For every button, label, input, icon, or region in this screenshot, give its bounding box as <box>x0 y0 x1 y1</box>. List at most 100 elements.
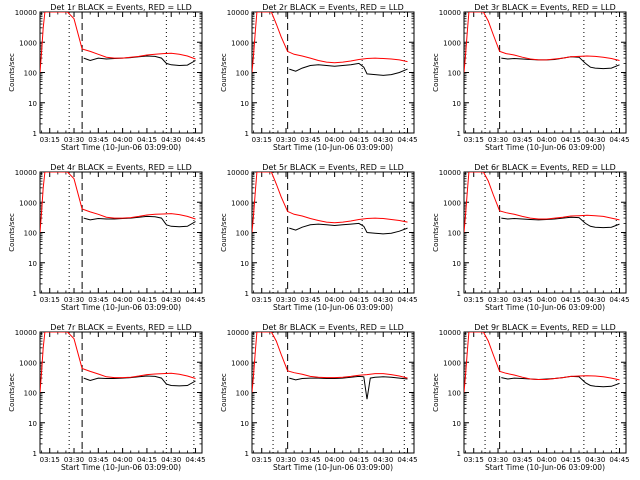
y-axis-label: Counts/sec <box>220 53 228 92</box>
plot-frame <box>463 331 627 454</box>
y-tick-label: 1 <box>33 130 37 138</box>
chart-panel-7: Det 7r BLACK = Events, RED = LLD 1 10 100 10… <box>8 323 206 472</box>
x-axis-label: Start Time (10-Jun-06 03:09:00) <box>61 303 181 312</box>
x-tick-label: 04:45 <box>397 296 417 304</box>
plot-frame <box>251 171 415 294</box>
x-tick-label: 04:30 <box>161 456 181 464</box>
plot-frame <box>463 171 627 294</box>
x-tick-label: 04:45 <box>609 136 629 144</box>
x-tick-label: 04:15 <box>349 296 369 304</box>
x-tick-label: 04:00 <box>537 296 557 304</box>
x-tick-label: 03:30 <box>488 136 508 144</box>
events-series-line <box>83 375 196 387</box>
x-tick-label: 04:15 <box>561 136 581 144</box>
x-tick-label: 04:00 <box>113 136 133 144</box>
y-tick-label: 10000 <box>439 329 461 337</box>
x-tick-label: 04:15 <box>349 136 369 144</box>
x-tick-label: 03:45 <box>88 136 108 144</box>
plot-frame <box>39 11 203 134</box>
lld-series-line <box>252 172 408 233</box>
y-tick-label: 10000 <box>15 329 37 337</box>
chart-panel-4: Det 4r BLACK = Events, RED = LLD 1 10 100 10… <box>8 163 206 312</box>
y-tick-label: 1000 <box>443 199 461 207</box>
chart-panel-8: Det 8r BLACK = Events, RED = LLD 1 10 100 10… <box>220 323 418 472</box>
events-series-line <box>289 375 408 400</box>
y-tick-label: 10000 <box>227 9 249 17</box>
y-tick-label: 1 <box>457 290 461 298</box>
chart-panel-6: Det 6r BLACK = Events, RED = LLD 1 10 100 10… <box>432 163 630 312</box>
x-tick-label: 04:30 <box>373 456 393 464</box>
y-axis-label: Counts/sec <box>8 373 16 412</box>
y-axis-label: Counts/sec <box>432 213 440 252</box>
y-tick-label: 1 <box>457 450 461 458</box>
chart-title: Det 9r BLACK = Events, RED = LLD <box>474 323 616 332</box>
x-tick-label: 04:45 <box>397 136 417 144</box>
y-tick-label: 10000 <box>439 169 461 177</box>
x-tick-label: 04:45 <box>609 456 629 464</box>
plot-frame <box>39 171 203 294</box>
y-tick-label: 10 <box>452 100 461 108</box>
events-series-line <box>501 216 620 229</box>
x-tick-label: 03:30 <box>488 296 508 304</box>
x-tick-label: 04:30 <box>585 136 605 144</box>
x-tick-label: 04:00 <box>325 296 345 304</box>
y-tick-label: 10 <box>28 260 37 268</box>
x-tick-label: 03:30 <box>64 136 84 144</box>
y-tick-label: 10000 <box>227 169 249 177</box>
x-tick-label: 03:30 <box>276 456 296 464</box>
y-tick-label: 1000 <box>231 39 249 47</box>
lld-series-line <box>464 332 620 393</box>
chart-title: Det 6r BLACK = Events, RED = LLD <box>474 163 616 172</box>
y-tick-label: 1000 <box>443 359 461 367</box>
x-tick-label: 03:45 <box>300 136 320 144</box>
plot-frame <box>463 11 627 134</box>
x-tick-label: 03:15 <box>252 456 272 464</box>
x-tick-label: 04:30 <box>585 456 605 464</box>
x-tick-label: 03:15 <box>40 136 60 144</box>
x-tick-label: 04:15 <box>349 456 369 464</box>
y-tick-label: 100 <box>236 230 249 238</box>
y-tick-label: 1 <box>33 290 37 298</box>
x-tick-label: 04:00 <box>325 456 345 464</box>
x-tick-label: 03:45 <box>300 296 320 304</box>
x-axis-label: Start Time (10-Jun-06 03:09:00) <box>61 463 181 472</box>
plot-frame <box>39 331 203 454</box>
y-tick-label: 10 <box>28 100 37 108</box>
y-tick-label: 1 <box>245 130 249 138</box>
y-tick-label: 100 <box>448 230 461 238</box>
y-tick-label: 1000 <box>231 199 249 207</box>
x-tick-label: 04:15 <box>137 136 157 144</box>
x-tick-label: 04:30 <box>373 136 393 144</box>
x-tick-label: 03:15 <box>464 136 484 144</box>
x-tick-label: 03:15 <box>252 296 272 304</box>
x-tick-label: 04:00 <box>537 136 557 144</box>
x-tick-label: 03:45 <box>512 136 532 144</box>
chart-panel-2: Det 2r BLACK = Events, RED = LLD 1 10 100 10… <box>220 3 418 152</box>
y-tick-label: 100 <box>448 70 461 78</box>
y-tick-label: 10000 <box>439 9 461 17</box>
x-axis-label: Start Time (10-Jun-06 03:09:00) <box>485 143 605 152</box>
x-tick-label: 04:15 <box>561 296 581 304</box>
y-tick-label: 100 <box>24 230 37 238</box>
y-tick-label: 10000 <box>15 9 37 17</box>
y-tick-label: 10 <box>28 420 37 428</box>
x-tick-label: 04:15 <box>561 456 581 464</box>
lld-series-line <box>40 172 196 233</box>
chart-panel-9: Det 9r BLACK = Events, RED = LLD 1 10 100 10… <box>432 323 630 472</box>
x-tick-label: 03:45 <box>512 296 532 304</box>
y-axis-label: Counts/sec <box>8 213 16 252</box>
x-tick-label: 03:30 <box>64 296 84 304</box>
lld-series-line <box>40 332 196 393</box>
lld-series-line <box>40 12 196 73</box>
y-tick-label: 1000 <box>19 199 37 207</box>
chart-title: Det 8r BLACK = Events, RED = LLD <box>262 323 404 332</box>
x-tick-label: 03:15 <box>40 296 60 304</box>
x-tick-label: 04:45 <box>609 296 629 304</box>
y-tick-label: 10 <box>240 260 249 268</box>
x-tick-label: 04:00 <box>113 296 133 304</box>
x-tick-label: 04:30 <box>585 296 605 304</box>
chart-title: Det 2r BLACK = Events, RED = LLD <box>262 3 404 12</box>
x-tick-label: 03:45 <box>300 456 320 464</box>
x-tick-label: 04:30 <box>161 296 181 304</box>
y-axis-label: Counts/sec <box>432 373 440 412</box>
